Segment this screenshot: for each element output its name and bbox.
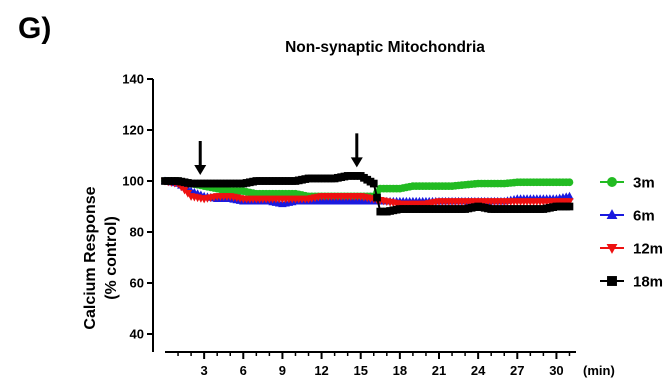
legend-label: 6m	[633, 208, 655, 225]
x-axis-label: (min)	[583, 363, 615, 378]
x-tick-label: 27	[510, 363, 524, 378]
annotation-layer	[194, 133, 363, 175]
legend-label: 3m	[633, 175, 655, 192]
y-tick-label: 140	[122, 72, 144, 87]
panel-label: G)	[18, 12, 51, 45]
legend-item-3m: 3m	[600, 175, 655, 192]
data-point	[565, 202, 574, 211]
x-tick-label: 18	[393, 363, 407, 378]
stimulus-arrow-icon	[194, 141, 207, 175]
legend-item-6m: 6m	[600, 208, 655, 225]
x-tick-label: 30	[549, 363, 563, 378]
y-tick-label: 100	[122, 174, 144, 189]
y-tick-label: 80	[130, 225, 144, 240]
y-tick-label: 60	[130, 276, 144, 291]
legend-marker	[606, 243, 618, 254]
y-axis-label: Calcium Response (% control)	[82, 186, 120, 329]
chart-title: Non-synaptic Mitochondria	[285, 39, 485, 56]
data-point	[565, 178, 574, 187]
x-tick-label: 9	[279, 363, 286, 378]
stimulus-arrow-icon	[350, 133, 363, 168]
data-point	[565, 198, 574, 206]
y-tick-label: 120	[122, 123, 144, 138]
x-tick-label: 24	[471, 363, 486, 378]
x-tick-label: 15	[353, 363, 367, 378]
legend-marker	[607, 177, 617, 187]
data-point	[369, 179, 378, 188]
data-point	[373, 193, 381, 202]
y-axis-label-line-1: Calcium Response	[82, 186, 99, 329]
legend-label: 12m	[633, 241, 663, 258]
y-tick-label: 40	[130, 327, 144, 342]
x-tick-label: 6	[240, 363, 247, 378]
legend-item-12m: 12m	[600, 241, 663, 258]
series-layer	[160, 172, 574, 216]
data-point	[565, 191, 574, 200]
legend-marker	[606, 209, 618, 220]
legend-item-18m: 18m	[600, 274, 663, 291]
x-tick-label: 3	[201, 363, 208, 378]
series-12m	[160, 177, 574, 209]
x-tick-label: 12	[314, 363, 328, 378]
x-tick-label: 21	[432, 363, 446, 378]
axes: 40 60 80 100 120 140 3 6 9 12 15 18 21 24 27 30 (min)	[122, 72, 614, 379]
legend-label: 18m	[633, 274, 663, 291]
y-axis-label-line-2: (% control)	[103, 216, 120, 300]
series-18m	[161, 172, 574, 216]
legend-marker	[607, 276, 617, 286]
legend: 3m 6m 12m 18m	[600, 175, 663, 291]
